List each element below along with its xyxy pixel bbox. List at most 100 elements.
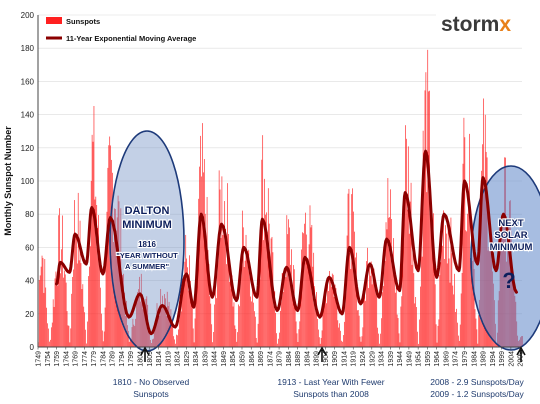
sunspot-bar — [385, 222, 387, 347]
x-tick-label: 1909 — [332, 351, 339, 367]
note-2009: 2009 - 1.2 Sunspots/Day — [430, 389, 524, 399]
sunspot-bar — [241, 210, 243, 347]
sunspot-bar — [98, 215, 99, 347]
sunspot-bar — [150, 339, 151, 347]
sunspot-bar — [107, 167, 109, 347]
y-axis-label: Monthly Sunspot Number — [3, 126, 13, 236]
sunspot-bar — [374, 277, 376, 347]
sunspot-bar — [216, 298, 217, 347]
sunspot-bar — [345, 271, 347, 347]
sunspot-bar — [70, 328, 72, 347]
sunspot-bar — [293, 269, 295, 347]
sunspot-bar — [384, 260, 386, 347]
sunspot-bar — [188, 290, 189, 347]
sunspot-bar — [207, 250, 209, 347]
sunspot-bar — [219, 189, 221, 347]
sunspot-bar — [172, 326, 174, 347]
sunspot-bar — [185, 234, 187, 347]
x-tick-label: 1924 — [360, 351, 367, 367]
sunspot-bar — [49, 341, 50, 347]
sunspot-bar — [113, 242, 114, 347]
sunspot-bar — [56, 282, 58, 347]
sunspot-bar — [153, 330, 155, 347]
sunspot-bar — [151, 342, 152, 347]
sunspot-bar — [213, 332, 214, 347]
x-tick-label: 1829 — [184, 351, 191, 367]
sunspot-bar — [391, 218, 392, 347]
sunspot-bar — [238, 304, 239, 347]
sunspot-bar — [319, 343, 321, 347]
x-tick-label: 1944 — [397, 351, 404, 367]
sunspot-bar — [104, 307, 106, 347]
sunspot-bar — [263, 240, 264, 347]
sunspot-bar — [95, 196, 97, 347]
sunspot-bar — [220, 237, 222, 347]
sunspot-bar — [462, 163, 464, 347]
sunspot-bar — [97, 228, 98, 347]
x-tick-label: 1954 — [416, 351, 423, 367]
y-tick-label: 180 — [21, 44, 35, 53]
sunspot-bar — [437, 325, 439, 347]
sunspot-bar — [346, 235, 348, 347]
sunspot-bar — [383, 253, 385, 347]
dalton-title-line2: MINIMUM — [122, 219, 172, 231]
sunspot-bar — [116, 217, 118, 347]
x-tick-label: 1994 — [490, 351, 497, 367]
sunspot-bar — [424, 90, 426, 347]
x-tick-label: 1864 — [249, 351, 256, 367]
x-tick-label: 1904 — [323, 351, 330, 367]
x-tick-label: 1819 — [165, 351, 172, 367]
sunspot-bar — [474, 309, 476, 347]
sunspot-bar — [257, 323, 259, 347]
legend-label-moving-average: 11-Year Exponential Moving Average — [66, 34, 196, 43]
sunspot-bar — [430, 208, 431, 347]
sunspot-bar — [470, 257, 471, 347]
sunspot-bar — [413, 273, 415, 347]
sunspot-bar — [438, 319, 440, 347]
sunspot-bar — [76, 235, 77, 347]
sunspot-bar — [292, 287, 293, 347]
sunspot-bar — [269, 257, 271, 347]
sunspot-bar — [454, 273, 455, 347]
sunspot-bar — [63, 277, 64, 347]
sunspot-bar — [194, 318, 196, 347]
sunspot-bar — [65, 282, 67, 347]
sunspot-bar — [361, 336, 363, 347]
dalton-caption-line1: "YEAR WITHOUT — [116, 251, 178, 260]
sunspot-bar — [363, 298, 365, 347]
sunspot-bar — [143, 308, 145, 347]
x-tick-label: 1774 — [82, 351, 89, 367]
x-tick-label: 1914 — [341, 351, 348, 367]
sunspot-bar — [445, 233, 447, 347]
sunspot-bar — [371, 284, 373, 347]
sunspot-bar — [305, 234, 307, 347]
sunspot-bar — [158, 312, 160, 347]
sunspot-bar — [435, 324, 437, 347]
y-tick-label: 120 — [21, 144, 35, 153]
sunspot-bar — [344, 297, 346, 347]
sunspot-bar — [365, 300, 366, 347]
x-tick-label: 1839 — [202, 351, 209, 367]
sunspot-bar — [458, 340, 460, 347]
sunspot-bar — [429, 90, 430, 348]
sunspot-bar — [350, 269, 352, 347]
sunspot-bar — [189, 255, 190, 347]
sunspot-bar — [265, 214, 266, 347]
sunspot-bar — [423, 152, 425, 347]
dalton-title-line1: DALTON — [125, 205, 170, 217]
sunspot-bar — [114, 208, 116, 347]
sunspot-bar — [244, 260, 246, 347]
sunspot-bar — [179, 308, 181, 347]
sunspot-bar — [359, 336, 361, 347]
sunspot-bar — [382, 286, 384, 347]
sunspot-bar — [197, 243, 199, 347]
sunspot-bar — [171, 319, 173, 347]
x-tick-label: 1789 — [110, 351, 117, 367]
sunspot-bar — [274, 291, 276, 347]
sunspot-bar — [87, 321, 88, 347]
sunspot-bar — [307, 261, 309, 347]
x-tick-label: 1809 — [147, 351, 154, 367]
sunspot-bar — [156, 303, 158, 347]
sunspot-bar — [442, 245, 443, 347]
sunspot-bar — [229, 281, 230, 347]
